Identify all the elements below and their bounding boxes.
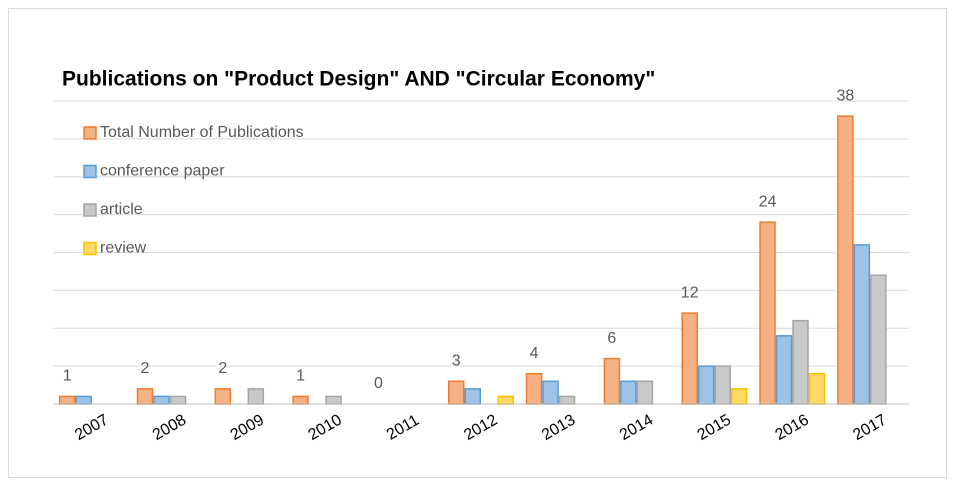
data-label: 24 (759, 193, 777, 210)
bar (636, 380, 654, 405)
bar (775, 335, 793, 405)
bar (808, 372, 826, 405)
bar (525, 372, 543, 405)
bar (853, 244, 871, 405)
bar (620, 380, 637, 405)
data-label: 3 (452, 352, 461, 369)
data-label: 6 (607, 330, 616, 347)
legend-label: conference paper (100, 163, 225, 180)
bar (169, 395, 187, 405)
bar (214, 388, 232, 405)
bar (837, 115, 854, 405)
chart-title: Publications on "Product Design" AND "Ci… (62, 68, 655, 91)
data-label: 2 (218, 360, 227, 377)
legend-swatch (83, 241, 97, 256)
bar (292, 395, 309, 405)
legend-swatch (83, 164, 97, 179)
legend-label: Total Number of Publications (100, 124, 304, 141)
data-label: 2 (141, 360, 150, 377)
bar (58, 395, 76, 405)
data-label: 38 (836, 87, 854, 104)
bar (759, 221, 776, 405)
bar (325, 395, 342, 405)
legend-swatch (83, 203, 97, 217)
bar (558, 395, 576, 405)
bar (870, 274, 887, 405)
bar (497, 395, 514, 405)
bar (75, 395, 92, 405)
legend-swatch (83, 126, 97, 140)
bar (697, 365, 715, 405)
data-label: 0 (374, 375, 383, 392)
bar (730, 388, 748, 405)
bar (448, 380, 465, 405)
bar (542, 380, 559, 405)
bar (247, 388, 265, 405)
legend-label: article (100, 201, 143, 218)
legend-label: review (100, 240, 147, 257)
bar (603, 357, 621, 405)
bar (714, 365, 731, 405)
bar (792, 319, 809, 405)
bar (153, 395, 170, 405)
data-label: 12 (681, 284, 699, 301)
data-label: 1 (63, 368, 72, 385)
bar (681, 312, 698, 405)
data-label: 1 (296, 368, 305, 385)
data-label: 4 (530, 345, 539, 362)
bar (464, 388, 481, 405)
bar (136, 388, 154, 405)
